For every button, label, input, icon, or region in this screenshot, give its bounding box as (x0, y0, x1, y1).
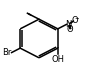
Text: +: + (69, 20, 73, 25)
Text: Br: Br (2, 48, 11, 57)
Text: N: N (65, 20, 72, 29)
Text: O: O (71, 16, 78, 25)
Text: −: − (75, 17, 79, 21)
Text: O: O (67, 25, 73, 34)
Text: OH: OH (51, 55, 64, 64)
